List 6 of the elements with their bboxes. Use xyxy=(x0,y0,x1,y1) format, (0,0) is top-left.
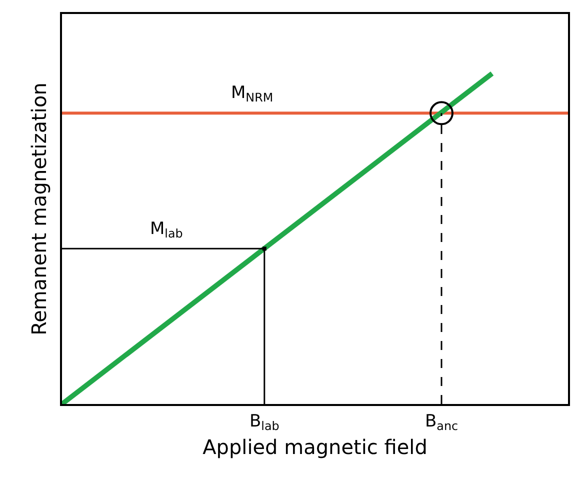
x-tick-label: B$_{anc}$ xyxy=(424,411,458,433)
x-axis-title: Applied magnetic field xyxy=(202,434,428,459)
x-tick-label: B$_{lab}$ xyxy=(249,411,280,433)
annotation: M$_{NRM}$ xyxy=(231,83,274,105)
annotation: M$_{lab}$ xyxy=(150,219,183,241)
y-axis-title: Remanent magnetization xyxy=(27,82,51,336)
